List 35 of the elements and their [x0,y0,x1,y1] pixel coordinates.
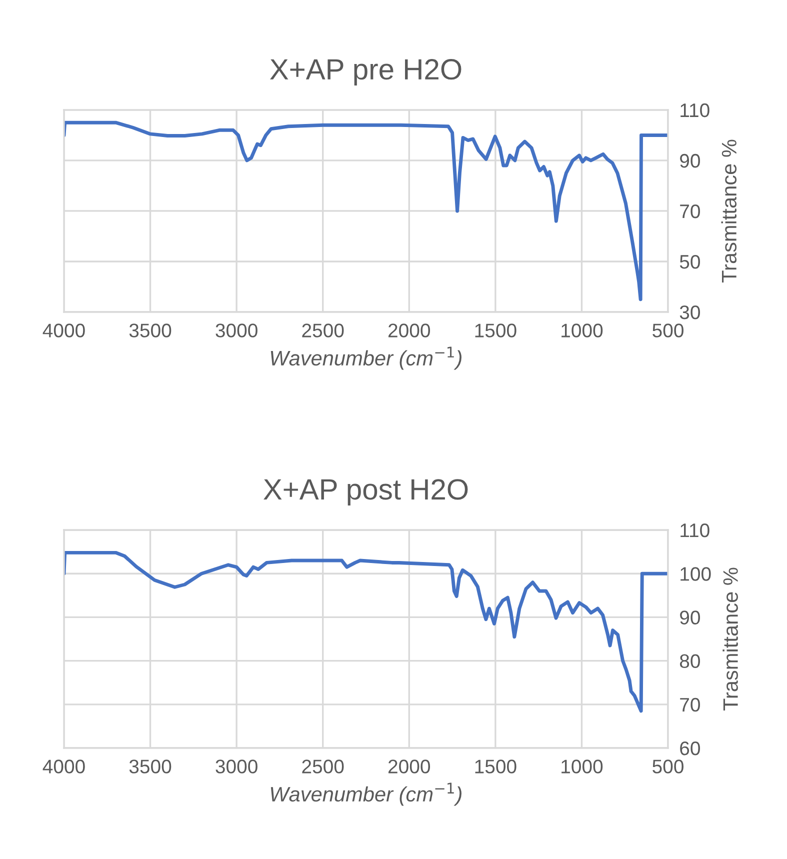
y-axis-title: Trasmittance % [722,568,738,711]
x-tick-label: 4000 [42,324,85,338]
x-tick-label: 3000 [216,760,258,774]
line-series [64,120,668,302]
x-axis-title: Wavenumber (cm$^{−1}$) [270,346,462,370]
x-tick-label: 2500 [302,324,344,338]
y-tick-label: 50 [680,254,700,269]
y-tick-label: 90 [680,154,700,168]
y-tick-label: 30 [680,305,700,320]
x-tick-label: 500 [652,760,684,774]
x-tick-label: 2000 [388,760,430,774]
x-tick-label: 1000 [562,324,603,338]
y-tick-label: 70 [680,698,700,712]
x-tick-label: 1000 [562,760,603,774]
x-tick-label: 500 [652,324,684,338]
x-tick-label: 3500 [129,324,172,338]
x-tick-label: 1500 [475,324,516,338]
x-tick-label: 2500 [302,760,344,774]
y-tick-label: 80 [680,654,700,668]
y-axis-title: Trasmittance % [721,140,737,282]
x-tick-label: 2000 [388,324,430,338]
x-tick-label: 4000 [42,760,85,774]
x-axis-title: Wavenumber (cm$^{−1}$) [270,782,462,806]
x-tick-label: 3000 [216,324,258,338]
chart-title: X+AP pre H2O [270,59,462,86]
x-tick-label: 1500 [475,760,516,774]
x-tick-label: 3500 [129,760,172,774]
y-tick-label: 100 [680,567,711,581]
y-tick-label: 70 [680,204,700,218]
y-tick-label: 90 [680,610,700,624]
y-tick-label: 110 [680,103,710,118]
line-series [64,550,668,713]
chart-title: X+AP post H2O [264,479,468,506]
y-tick-label: 60 [680,741,700,756]
y-tick-label: 110 [680,523,710,538]
